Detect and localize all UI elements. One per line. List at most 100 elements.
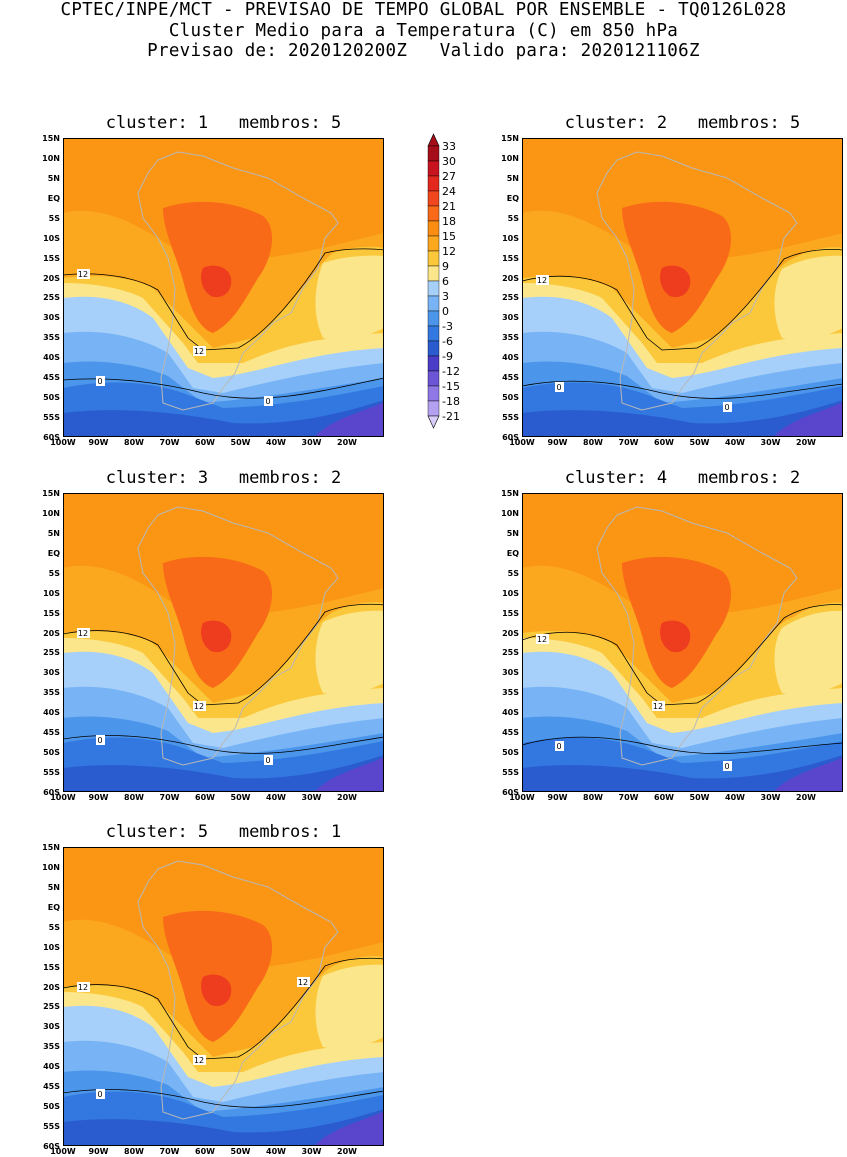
temperature-band (315, 255, 384, 340)
contour-12 (522, 249, 843, 351)
lon-tick-label: 100W (509, 438, 535, 447)
lon-tick-label: 80W (583, 793, 603, 802)
contour-label-bg (77, 269, 90, 279)
temperature-band (773, 757, 843, 792)
lon-tick-label: 60W (654, 793, 674, 802)
lat-tick-label: 50S (502, 748, 519, 758)
temperature-band (201, 265, 232, 298)
lat-tick-label: 15N (42, 489, 60, 498)
lon-tick-label: 70W (159, 438, 180, 447)
lon-tick-label: 50W (230, 793, 251, 802)
lat-tick-label: 20S (43, 628, 60, 638)
lat-tick-label: 35S (502, 333, 519, 343)
temperature-map: 12 12 12 0 (63, 847, 384, 1146)
colorbar-tick-label: 24 (442, 185, 456, 198)
lon-tick-label: 60W (195, 1147, 215, 1156)
lat-tick-label: 60S (502, 788, 519, 797)
colorbar-swatch (427, 235, 440, 252)
map-frame (522, 138, 843, 437)
contour-12 (63, 603, 384, 706)
lon-tick-label: 100W (50, 438, 76, 447)
contour-label-0: 0 (265, 397, 270, 406)
lat-tick-label: EQ (506, 193, 519, 203)
colorbar-tick-label: 9 (442, 260, 449, 273)
contour-label-12: 12 (537, 276, 547, 285)
colorbar-swatch (427, 265, 440, 282)
colorbar-tick-label: 33 (442, 140, 456, 153)
lat-tick-label: 45S (502, 373, 519, 383)
panel-title: cluster: 2 membros: 5 (564, 113, 801, 133)
lat-tick-label: 45S (43, 1082, 60, 1092)
lon-tick-label: 30W (301, 438, 322, 447)
lon-tick-label: 90W (88, 793, 109, 802)
lat-tick-label: 60S (43, 433, 60, 442)
coastline (596, 151, 798, 411)
temperature-band (314, 1111, 384, 1146)
contour-label-bg (264, 755, 273, 765)
colorbar-swatch (427, 340, 440, 357)
lat-tick-label: 30S (502, 313, 519, 323)
lat-tick-label: 35S (43, 688, 60, 698)
coastline (137, 860, 339, 1120)
lon-tick-label: 100W (50, 1147, 76, 1156)
lat-tick-label: 60S (502, 433, 519, 442)
lat-tick-label: 15S (43, 608, 60, 618)
map-frame (63, 847, 384, 1146)
lon-tick-label: 60W (195, 793, 215, 802)
colorbar-swatch (427, 175, 440, 192)
lat-tick-label: 20S (502, 273, 519, 283)
colorbar-tick-label: 6 (442, 275, 449, 288)
temperature-band (314, 757, 384, 792)
lon-tick-label: 70W (159, 1147, 180, 1156)
contour-label-12: 12 (78, 629, 88, 638)
contour-label-bg (96, 1089, 105, 1099)
lon-tick-label: 60W (195, 438, 215, 447)
lon-tick-label: 60W (654, 438, 674, 447)
contour-label-bg (297, 977, 310, 987)
contour-12 (63, 957, 384, 1060)
panel-title: cluster: 3 membros: 2 (105, 468, 342, 488)
lon-tick-label: 40W (266, 793, 286, 802)
lon-tick-label: 50W (689, 793, 710, 802)
lat-tick-label: 10N (501, 508, 519, 518)
colorbar-swatch (427, 190, 440, 207)
lon-tick-label: 20W (796, 438, 816, 447)
lat-tick-label: 10S (502, 233, 519, 243)
contour-label-bg (652, 701, 665, 711)
colorbar-tick-label: -6 (442, 335, 453, 348)
contour-label-12: 12 (78, 270, 88, 279)
lat-tick-label: 20S (43, 982, 60, 992)
temperature-map: 12 12 0 0 (63, 493, 384, 792)
contour-label-bg (555, 741, 564, 751)
temperature-band (315, 610, 384, 695)
colorbar-swatch (427, 400, 440, 417)
lat-tick-label: 40S (43, 1062, 60, 1072)
lat-tick-label: 40S (43, 708, 60, 718)
lon-tick-label: 70W (159, 793, 180, 802)
lat-tick-label: 30S (502, 668, 519, 678)
lat-tick-label: 10S (502, 588, 519, 598)
lat-tick-label: 5N (47, 882, 60, 892)
colorbar-tick-label: 27 (442, 170, 456, 183)
lat-tick-label: 15S (502, 253, 519, 263)
lon-tick-label: 70W (618, 793, 639, 802)
lat-tick-label: EQ (506, 548, 519, 558)
lat-tick-label: 5N (506, 173, 519, 183)
lat-tick-label: 10N (42, 862, 60, 872)
lat-tick-label: 10N (501, 153, 519, 163)
lon-tick-label: 20W (337, 793, 357, 802)
contour-label-0: 0 (556, 383, 561, 392)
lat-tick-label: 55S (43, 413, 60, 423)
lat-tick-label: EQ (47, 193, 60, 203)
contour-label-bg (723, 761, 732, 771)
lon-tick-label: 80W (124, 438, 144, 447)
coastline (137, 506, 339, 766)
temperature-map: 12 0 0 (522, 138, 843, 437)
lat-tick-label: 15S (43, 962, 60, 972)
lat-tick-label: 5N (506, 528, 519, 538)
lat-tick-label: 10S (43, 588, 60, 598)
lat-tick-label: 10S (43, 233, 60, 243)
lat-tick-label: 25S (43, 648, 60, 658)
colorbar-swatch (427, 280, 440, 297)
lat-tick-label: 20S (43, 273, 60, 283)
